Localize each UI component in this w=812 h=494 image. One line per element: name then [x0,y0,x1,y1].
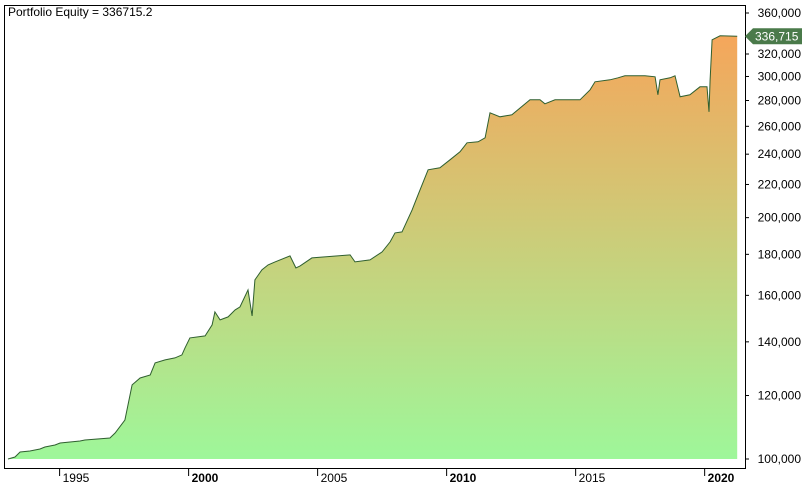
y-tick-label: 180,000 [758,247,802,261]
last-value-marker [745,28,802,45]
x-tick-label: 1995 [63,471,90,485]
y-tick-label: 320,000 [758,47,802,61]
y-tick-label: 160,000 [758,288,802,302]
y-tick-label: 360,000 [758,6,802,20]
equity-line [7,35,738,460]
y-tick-label: 120,000 [758,389,802,403]
y-tick-label: 280,000 [758,94,802,108]
y-tick-label: 100,000 [758,452,802,466]
x-tick-label: 2020 [708,471,735,485]
y-tick-label: 140,000 [758,335,802,349]
equity-area [8,35,738,460]
y-tick-label: 200,000 [758,211,802,225]
y-tick-label: 240,000 [758,147,802,161]
x-tick-label: 2000 [192,471,219,485]
x-tick-label: 2005 [321,471,348,485]
y-tick-label: 260,000 [758,119,802,133]
chart-title: Portfolio Equity = 336715.2 [8,5,153,19]
last-value-label: 336,715 [755,29,799,43]
x-tick-label: 2015 [579,471,606,485]
x-tick-label: 2010 [450,471,477,485]
y-tick-label: 300,000 [758,69,802,83]
y-tick-label: 220,000 [758,177,802,191]
